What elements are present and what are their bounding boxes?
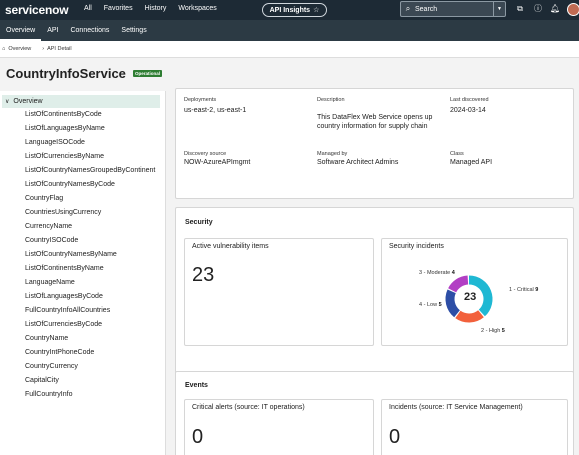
nav-all[interactable]: All [84,5,92,12]
sidebar-item[interactable]: ListOfCountryNamesByCode [25,181,115,188]
nav-favorites[interactable]: Favorites [103,5,133,12]
donut-segment-moderate[interactable] [448,275,469,293]
status-badge: Operational [133,70,163,77]
help-icon[interactable]: ⓘ [534,4,542,13]
incidents-donut-chart [445,275,493,323]
avatar[interactable] [567,3,579,16]
breadcrumb-overview[interactable]: Overview [8,46,32,52]
critical-alerts-tile[interactable]: Critical alerts (source: IT operations) … [184,399,374,455]
api-insights-button[interactable]: API Insights ☆ [262,3,327,17]
sidebar-item[interactable]: CountryCurrency [25,363,78,370]
class-value: Managed API [450,159,493,166]
discovery-source-label: Discovery source [184,151,227,157]
nav-workspaces[interactable]: Workspaces [178,5,217,12]
donut-segment-critical[interactable] [468,275,493,317]
tab-connections[interactable]: Connections [70,27,110,34]
tab-api[interactable]: API [47,27,59,34]
vulnerability-count: 23 [192,264,215,286]
segment-label-critical: 1 - Critical 9 [509,287,539,293]
sidebar-item[interactable]: CountryISOCode [25,237,79,244]
description-label: Description [317,97,345,103]
donut-segment-low[interactable] [445,289,461,318]
servicenow-logo[interactable]: servicenow [5,3,69,17]
api-insights-label: API Insights [269,6,311,14]
sidebar-item[interactable]: CapitalCity [25,377,59,384]
sidebar-item[interactable]: ListOfCurrenciesByName [25,153,104,160]
sidebar-item[interactable]: ListOfLanguagesByName [25,125,105,132]
sidebar-item[interactable]: FullCountryInfo [25,391,73,398]
last-discovered-value: 2024-03-14 [450,107,486,114]
sidebar-item-overview[interactable]: ∨ Overview [2,95,160,108]
global-search[interactable]: ⌕ Search ▼ [400,1,506,17]
itsm-incidents-count: 0 [389,426,401,448]
segment-label-low: 4 - Low 5 [419,302,442,308]
sidebar-item[interactable]: CurrencyName [25,223,73,230]
itsm-incidents-label: Incidents (source: IT Service Management… [389,404,523,411]
sidebar-item[interactable]: LanguageISOCode [25,139,85,146]
itsm-incidents-tile[interactable]: Incidents (source: IT Service Management… [381,399,568,455]
chat-icon[interactable]: ⧉ [517,4,523,13]
discovery-source-value: NOW-AzureAPImgmt [184,159,251,166]
sidebar-item[interactable]: ListOfCountryNamesByName [25,251,117,258]
managed-by-label: Managed by [317,151,348,157]
vulnerability-tile[interactable]: Active vulnerability items 23 [184,238,374,346]
top-bar: servicenow All Favorites History Workspa… [0,0,579,20]
segment-label-high: 2 - High 5 [481,328,505,334]
security-incidents-tile[interactable]: Security incidents 23 1 - Critical 9 2 -… [381,238,568,346]
sidebar-item[interactable]: CountryFlag [25,195,64,202]
critical-alerts-label: Critical alerts (source: IT operations) [192,404,305,411]
main-content: Deployments us-east-2, us-east-1 Descrip… [166,80,579,455]
top-nav: All Favorites History Workspaces [84,5,217,12]
events-title: Events [185,382,208,389]
sub-nav: Overview API Connections Settings [0,20,579,41]
deployments-value: us-east-2, us-east-1 [184,107,247,114]
nav-history[interactable]: History [144,5,167,12]
chevron-down-icon[interactable]: ▼ [493,2,505,16]
description-value: This DataFlex Web Service opens up count… [317,114,433,130]
events-card: Events Critical alerts (source: IT opera… [175,371,574,455]
title-bar: CountryInfoService Operational [0,58,579,90]
sidebar-item[interactable]: ListOfContinentsByName [25,265,104,272]
bell-icon[interactable]: 🔔︎ [550,4,561,13]
last-discovered-label: Last discovered [450,97,489,103]
home-icon: ⌂ [2,46,6,52]
sidebar-item[interactable]: ListOfCurrenciesByCode [25,321,103,328]
sidebar-item-label: Overview [13,98,43,105]
sidebar-item[interactable]: ListOfLanguagesByCode [25,293,103,300]
star-icon: ☆ [313,7,320,14]
vulnerability-label: Active vulnerability items [192,243,269,250]
managed-by-value: Software Architect Admins [317,159,399,166]
segment-label-moderate: 3 - Moderate 4 [419,270,455,276]
security-title: Security [185,219,213,226]
security-incidents-label: Security incidents [389,243,444,250]
donut-segment-high[interactable] [455,310,484,323]
breadcrumb: ⌂ Overview › API Detail [0,41,579,58]
sidebar-item[interactable]: ListOfCountryNamesGroupedByContinent [25,167,156,174]
critical-alerts-count: 0 [192,426,204,448]
sidebar-item[interactable]: CountryIntPhoneCode [25,349,95,356]
sidebar-item[interactable]: CountryName [25,335,69,342]
search-input[interactable]: Search [415,5,438,13]
details-card: Deployments us-east-2, us-east-1 Descrip… [175,88,574,199]
sidebar-item[interactable]: FullCountryInfoAllCountries [25,307,111,314]
tab-settings[interactable]: Settings [121,27,147,34]
chevron-down-icon: ∨ [5,99,10,105]
sidebar-item[interactable]: CountriesUsingCurrency [25,209,102,216]
sidebar: ∨ Overview ListOfContinentsByCode ListOf… [0,91,166,455]
breadcrumb-current: API Detail [47,46,72,52]
chevron-right-icon: › [42,46,45,52]
deployments-label: Deployments [184,97,217,103]
incidents-total: 23 [464,291,477,303]
page-title: CountryInfoService [6,66,126,81]
class-label: Class [450,151,464,157]
sidebar-item[interactable]: ListOfContinentsByCode [25,111,102,118]
search-icon: ⌕ [405,4,411,13]
tab-overview[interactable]: Overview [0,20,42,41]
sidebar-item[interactable]: LanguageName [25,279,75,286]
